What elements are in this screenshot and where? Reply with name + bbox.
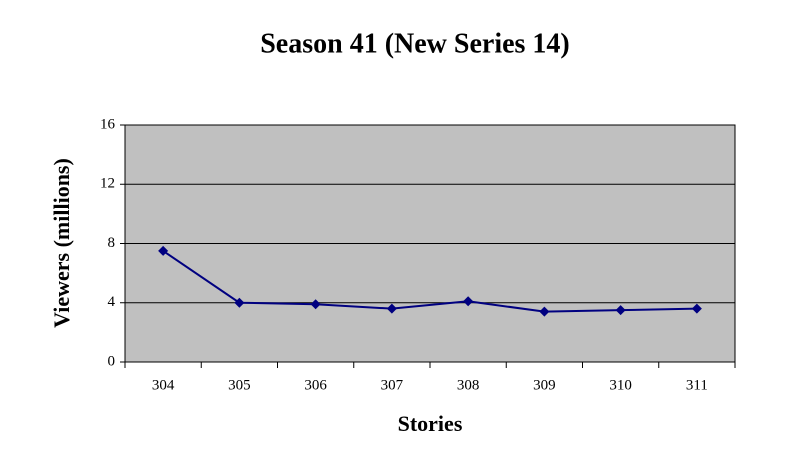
data-point — [539, 306, 550, 317]
x-tick-label: 309 — [533, 377, 556, 393]
x-tick-label: 304 — [152, 377, 175, 393]
x-tick-label: 308 — [457, 377, 480, 393]
x-tick-label: 311 — [686, 377, 708, 393]
x-tick-label: 307 — [381, 377, 404, 393]
y-tick-label: 0 — [108, 353, 116, 369]
y-tick-label: 8 — [108, 235, 116, 251]
data-point — [691, 303, 702, 314]
x-tick-label: 306 — [304, 377, 327, 393]
data-point — [615, 305, 626, 316]
data-point — [158, 245, 169, 256]
chart-title: Season 41 (New Series 14) — [260, 28, 570, 59]
y-tick-label: 4 — [108, 294, 116, 310]
y-tick-label: 16 — [100, 116, 116, 132]
series-line — [162, 250, 697, 313]
data-point — [234, 297, 245, 308]
x-axis-title: Stories — [398, 411, 463, 436]
y-axis-title: Viewers (millions) — [49, 158, 74, 328]
data-point — [310, 299, 321, 310]
y-tick-label: 12 — [100, 176, 115, 192]
data-point — [386, 303, 397, 314]
x-tick-label: 305 — [228, 377, 251, 393]
x-tick-label: 310 — [609, 377, 632, 393]
data-point — [463, 296, 474, 307]
